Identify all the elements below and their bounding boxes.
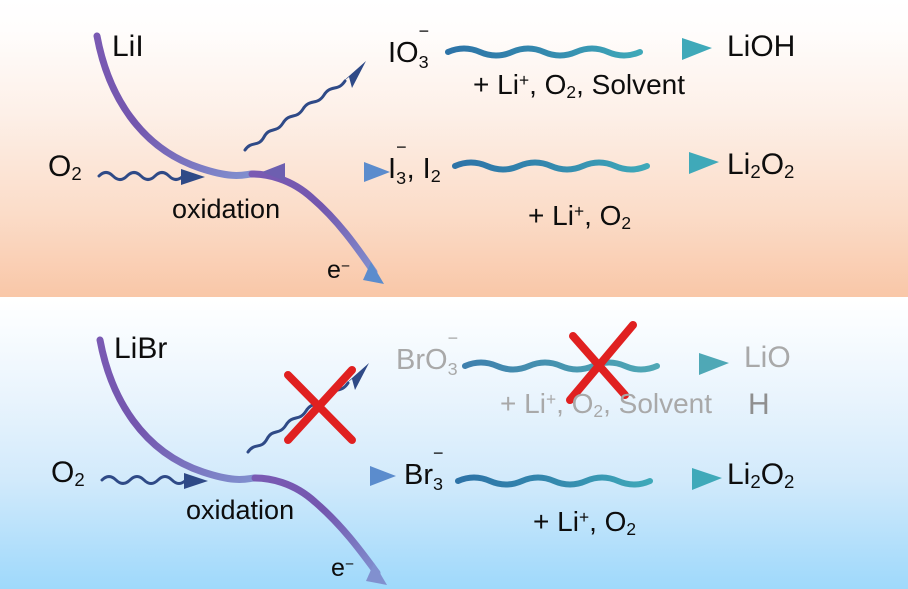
label-lioh-top: LiOH xyxy=(727,30,796,63)
label-br3: Br −3 xyxy=(404,442,444,495)
label-electron-top: e− xyxy=(327,256,350,284)
label-libr: LiBr xyxy=(114,332,168,365)
label-conditions-top-1: + Li+, O2, Solvent xyxy=(473,69,686,102)
label-o2-top: O2 xyxy=(48,150,82,185)
label-conditions-bottom-2: + Li+, O2 xyxy=(533,506,637,539)
label-lio-bottom: LiO xyxy=(744,341,791,374)
label-o2-bottom: O2 xyxy=(51,456,85,491)
label-h-bottom: H xyxy=(748,388,770,421)
label-io3: IO −3 xyxy=(388,20,430,73)
label-oxidation-top: oxidation xyxy=(172,194,281,224)
label-electron-bottom: e− xyxy=(331,554,354,582)
label-oxidation-bottom: oxidation xyxy=(186,495,295,525)
label-lii: LiI xyxy=(112,30,144,63)
label-li2o2-bottom: Li2O2 xyxy=(727,458,795,493)
label-i3-i2: I −3, I2 xyxy=(388,136,441,189)
label-conditions-bottom-1: + Li+, O2, Solvent xyxy=(500,388,713,421)
label-conditions-top-2: + Li+, O2 xyxy=(528,200,632,233)
label-bro3: BrO −3 xyxy=(396,327,459,380)
label-li2o2-top: Li2O2 xyxy=(727,148,795,183)
